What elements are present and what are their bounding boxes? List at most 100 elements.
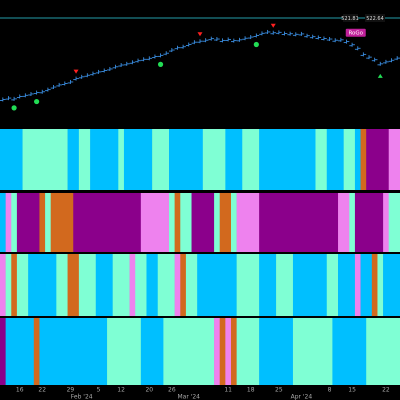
price-bar [219, 38, 226, 43]
state-block [163, 318, 215, 385]
price-bar [236, 37, 243, 42]
price-bar [39, 89, 46, 94]
state-block [338, 193, 350, 252]
state-block [343, 129, 356, 190]
state-block [11, 254, 18, 316]
state-block [292, 254, 328, 316]
x-tick-label: 15 [348, 387, 356, 394]
price-bar [259, 31, 265, 36]
state-block [326, 129, 344, 190]
price-bar [326, 37, 333, 42]
price-label-box [343, 14, 358, 22]
state-block [354, 254, 361, 316]
state-block [259, 254, 277, 316]
price-bar [33, 90, 40, 95]
buy-signal [377, 73, 383, 78]
sell-signal [270, 23, 276, 28]
state-block [214, 193, 221, 252]
price-bar [298, 31, 305, 36]
price-bar [292, 32, 299, 37]
price-bar [270, 30, 277, 35]
price-bar [343, 39, 350, 44]
state-block [236, 254, 260, 316]
price-bar [349, 42, 355, 47]
state-block [112, 254, 130, 316]
state-block [39, 318, 108, 385]
state-block [360, 254, 373, 316]
price-bar [169, 48, 175, 53]
x-tick-label: 12 [117, 387, 125, 394]
x-tick-label: 18 [247, 387, 255, 394]
price-bar [230, 38, 237, 43]
state-block [135, 254, 147, 316]
signal-label: RoGo [348, 31, 363, 37]
state-block [118, 129, 125, 190]
price-bar [67, 79, 74, 84]
state-block [326, 254, 339, 316]
state-block [259, 129, 316, 190]
state-block [388, 129, 400, 190]
x-tick-label: 11 [224, 387, 232, 394]
state-block [169, 129, 204, 190]
state-block [0, 318, 6, 385]
state-block [33, 318, 40, 385]
state-block [292, 318, 333, 385]
state-block [78, 129, 91, 190]
price-bar [50, 85, 57, 90]
x-tick-label: 16 [16, 387, 24, 394]
price-bar [242, 36, 248, 41]
state-block [214, 318, 221, 385]
state-block [383, 254, 400, 316]
state-block [22, 129, 68, 190]
state-block [95, 254, 113, 316]
x-tick-label: 20 [145, 387, 153, 394]
price-bar [315, 35, 322, 40]
price-bar [152, 54, 158, 59]
price-bar [225, 37, 231, 42]
state-block [157, 254, 175, 316]
state-block [45, 193, 52, 252]
price-bar [371, 57, 378, 62]
state-block [16, 193, 40, 252]
state-block [56, 254, 68, 316]
state-block [366, 129, 390, 190]
price-bar [146, 56, 153, 61]
state-block [146, 254, 159, 316]
price-bar [253, 33, 260, 38]
state-block [354, 193, 384, 252]
state-block [242, 129, 260, 190]
state-block [28, 254, 57, 316]
state-block [123, 129, 153, 190]
state-block [360, 129, 367, 190]
x-tick-label: 29 [67, 387, 75, 394]
state-block [225, 318, 232, 385]
price-bar [180, 44, 186, 49]
price-bar [78, 74, 85, 79]
state-block [349, 193, 356, 252]
price-bar [276, 30, 282, 35]
x-tick-label: 26 [168, 387, 176, 394]
price-bar [11, 96, 17, 101]
price-bar [287, 31, 293, 36]
state-block [383, 193, 390, 252]
price-bar [264, 29, 271, 34]
price-bar [56, 82, 62, 87]
price-bar [140, 57, 147, 62]
price-bar [129, 60, 136, 65]
state-block [236, 318, 260, 385]
price-bar [112, 64, 119, 69]
state-block [225, 129, 243, 190]
state-block [16, 254, 29, 316]
signal-dot [11, 105, 17, 111]
signal-dot [253, 41, 259, 48]
state-block [39, 193, 46, 252]
price-bar [354, 46, 361, 51]
state-block [332, 318, 367, 385]
state-block [180, 193, 192, 252]
price-bar [247, 35, 254, 40]
state-block [0, 129, 23, 190]
state-block [366, 318, 400, 385]
state-block [11, 193, 18, 252]
price-bar [123, 61, 130, 66]
